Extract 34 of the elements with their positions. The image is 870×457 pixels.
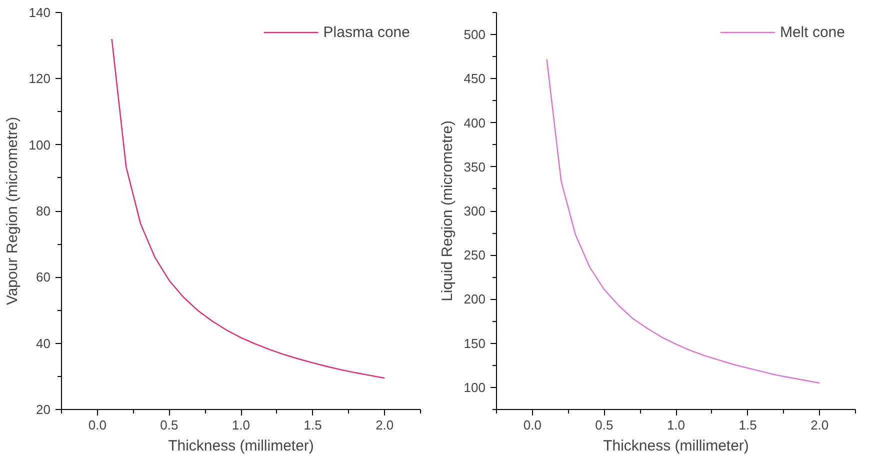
y-tick-label: 400 [464, 115, 486, 130]
x-tick-label: 1.5 [738, 418, 757, 432]
x-tick-label: 0.0 [523, 418, 542, 432]
y-axis-title: Liquid Region (micrometre) [438, 120, 456, 302]
legend-label: Plasma cone [323, 24, 410, 40]
y-axis-title: Vapour Region (micrometre) [4, 116, 21, 306]
x-tick-label: 0.0 [88, 418, 106, 432]
x-axis-title: Thickness (millimeter) [168, 438, 314, 454]
y-tick-label: 60 [36, 270, 51, 285]
x-axis-title: Thickness (millimeter) [603, 438, 749, 454]
line-series [546, 58, 820, 384]
y-tick-label: 120 [28, 71, 51, 86]
y-tick-label: 80 [36, 204, 51, 218]
y-tick-label: 200 [464, 292, 486, 307]
x-tick-label: 1.0 [666, 418, 686, 432]
y-tick-label: 100 [464, 380, 486, 395]
y-tick-label: 300 [464, 204, 486, 218]
y-tick-label: 150 [464, 336, 486, 351]
x-tick-label: 1.5 [304, 418, 322, 432]
y-tick-label: 100 [28, 137, 51, 152]
x-tick-label: 0.5 [595, 418, 614, 432]
x-tick-label: 0.5 [160, 418, 178, 432]
legend-label: Melt cone [780, 24, 845, 40]
x-tick-label: 2.0 [810, 418, 829, 432]
y-tick-label: 20 [36, 402, 51, 417]
y-tick-label: 350 [464, 159, 486, 174]
y-tick-label: 250 [464, 248, 486, 263]
y-tick-label: 40 [36, 336, 51, 351]
x-tick-label: 1.0 [232, 418, 250, 432]
y-tick-label: 500 [464, 27, 486, 42]
x-tick-label: 2.0 [376, 418, 394, 432]
y-tick-label: 450 [464, 71, 486, 86]
line-series [111, 38, 386, 379]
y-tick-label: 140 [28, 5, 51, 20]
